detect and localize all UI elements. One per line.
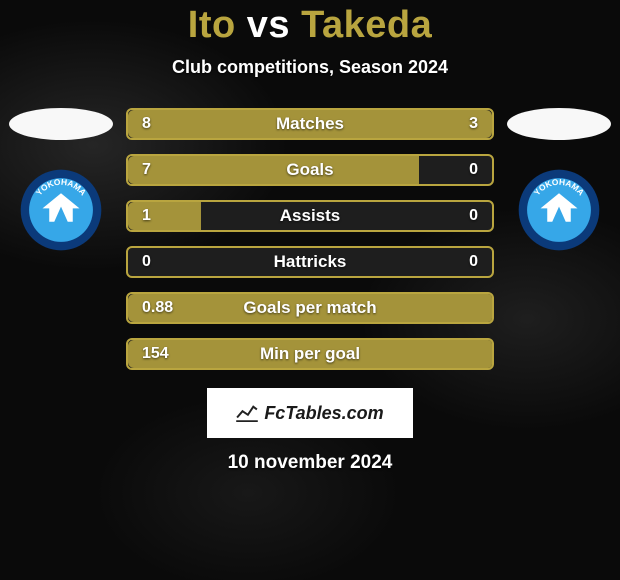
stat-value-right: 0 xyxy=(469,161,478,179)
stat-value-left: 7 xyxy=(142,161,151,179)
shield-icon: YOKOHAMA xyxy=(19,168,103,252)
branding-text: FcTables.com xyxy=(264,403,383,424)
page-title: Ito vs Takeda xyxy=(188,4,432,47)
stat-label: Hattricks xyxy=(274,252,347,272)
stat-value-left: 8 xyxy=(142,115,151,133)
stat-value-left: 154 xyxy=(142,345,169,363)
stat-value-right: 0 xyxy=(469,207,478,225)
stat-value-left: 0.88 xyxy=(142,299,173,317)
stat-label: Matches xyxy=(276,114,344,134)
bar-fill-left xyxy=(128,110,394,138)
stat-label: Min per goal xyxy=(260,344,360,364)
chart-icon xyxy=(236,404,258,422)
stat-row: 154 Min per goal xyxy=(126,338,494,370)
stat-value-left: 1 xyxy=(142,207,151,225)
footer-date: 10 november 2024 xyxy=(228,452,393,474)
player-left-name: Ito xyxy=(188,4,236,46)
stat-bars: 8 Matches 3 7 Goals 0 1 Assists 0 0 Hattricks 0 0.88… xyxy=(116,108,504,370)
vs-text: vs xyxy=(236,4,301,46)
stat-label: Assists xyxy=(280,206,340,226)
bar-fill-left xyxy=(128,156,419,184)
stat-value-right: 3 xyxy=(469,115,478,133)
branding-box: FcTables.com xyxy=(207,388,413,438)
shield-icon: YOKOHAMA xyxy=(517,168,601,252)
subtitle: Club competitions, Season 2024 xyxy=(172,57,448,78)
stat-row: 1 Assists 0 xyxy=(126,200,494,232)
bar-fill-left xyxy=(128,202,201,230)
stat-row: 8 Matches 3 xyxy=(126,108,494,140)
player-right-portrait xyxy=(507,108,611,140)
stat-row: 0 Hattricks 0 xyxy=(126,246,494,278)
team-badge-left: YOKOHAMA xyxy=(19,168,103,252)
stat-row: 7 Goals 0 xyxy=(126,154,494,186)
content-root: Ito vs Takeda Club competitions, Season … xyxy=(0,0,620,580)
stat-label: Goals per match xyxy=(243,298,376,318)
team-badge-right: YOKOHAMA xyxy=(517,168,601,252)
stat-label: Goals xyxy=(286,160,333,180)
main-row: YOKOHAMA 8 Matches 3 7 Goals 0 1 Assists 0 0 Hattr… xyxy=(0,108,620,370)
stat-value-left: 0 xyxy=(142,253,151,271)
player-right-name: Takeda xyxy=(301,4,432,46)
right-column: YOKOHAMA xyxy=(504,108,614,252)
stat-row: 0.88 Goals per match xyxy=(126,292,494,324)
left-column: YOKOHAMA xyxy=(6,108,116,252)
stat-value-right: 0 xyxy=(469,253,478,271)
player-left-portrait xyxy=(9,108,113,140)
